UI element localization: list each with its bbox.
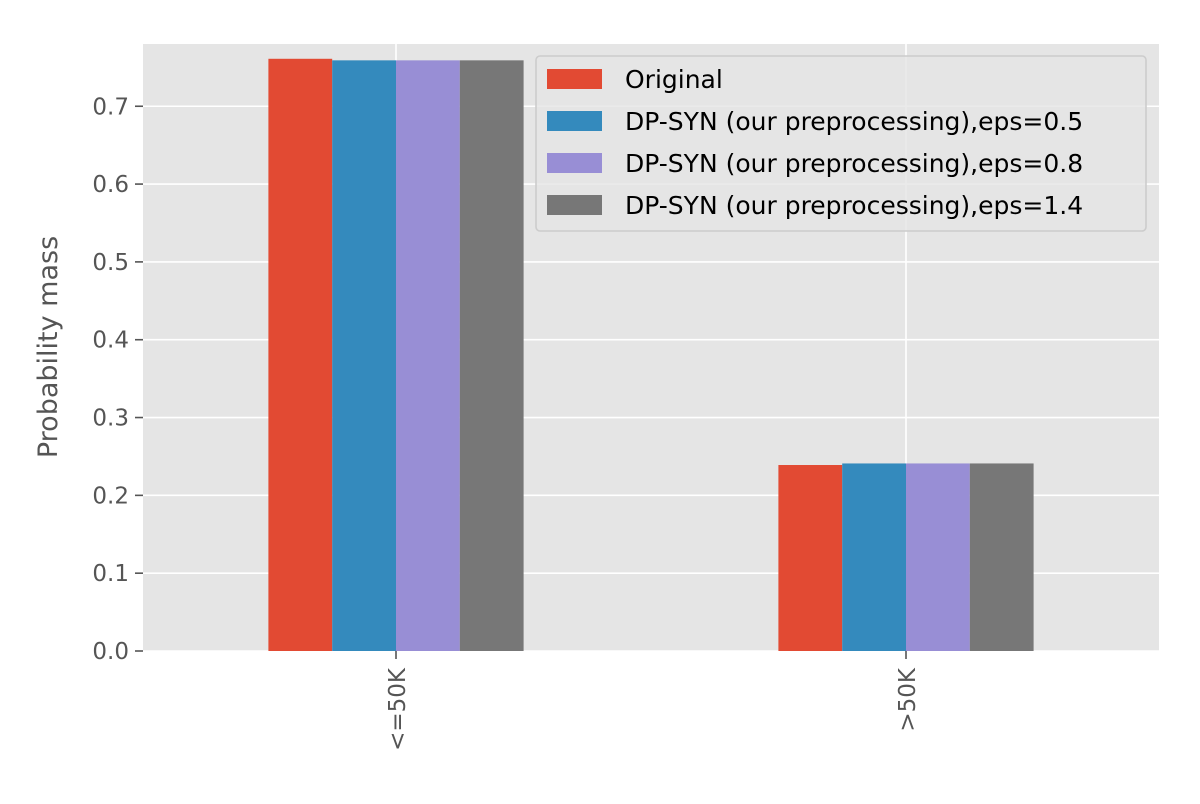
legend-label: DP-SYN (our preprocessing),eps=0.8 bbox=[625, 149, 1083, 178]
legend-swatch bbox=[547, 153, 602, 173]
legend: Original DP-SYN (our preprocessing),eps=0… bbox=[535, 55, 1147, 232]
legend-label: DP-SYN (our preprocessing),eps=0.5 bbox=[625, 107, 1083, 136]
x-axis: <=50K >50K bbox=[385, 651, 921, 751]
y-tick-label: 0.4 bbox=[92, 328, 129, 354]
bar bbox=[842, 463, 906, 651]
x-tick-label: <=50K bbox=[385, 667, 411, 751]
x-tick-label: >50K bbox=[895, 667, 921, 732]
y-axis: 0.0 0.1 0.2 0.3 0.4 0.5 0.6 0.7 bbox=[92, 94, 143, 665]
y-tick-label: 0.1 bbox=[92, 561, 129, 587]
legend-swatch bbox=[547, 69, 602, 89]
legend-label: Original bbox=[625, 65, 723, 94]
bars bbox=[268, 58, 1034, 652]
y-tick-label: 0.0 bbox=[92, 639, 129, 665]
legend-label: DP-SYN (our preprocessing),eps=1.4 bbox=[625, 191, 1083, 220]
bar bbox=[459, 60, 524, 652]
y-axis-label: Probability mass bbox=[33, 236, 64, 458]
y-tick-label: 0.3 bbox=[92, 406, 129, 432]
y-tick-label: 0.6 bbox=[92, 172, 129, 198]
legend-swatch bbox=[547, 111, 602, 131]
bar bbox=[969, 463, 1034, 651]
y-tick-label: 0.5 bbox=[92, 250, 129, 276]
bar bbox=[778, 465, 843, 651]
bar bbox=[332, 60, 396, 652]
bar bbox=[906, 463, 970, 651]
legend-box bbox=[535, 55, 1147, 232]
bar bbox=[268, 58, 333, 652]
y-tick-label: 0.7 bbox=[92, 94, 129, 120]
bar bbox=[396, 60, 460, 652]
legend-swatch bbox=[547, 195, 602, 215]
y-tick-label: 0.2 bbox=[92, 483, 129, 509]
